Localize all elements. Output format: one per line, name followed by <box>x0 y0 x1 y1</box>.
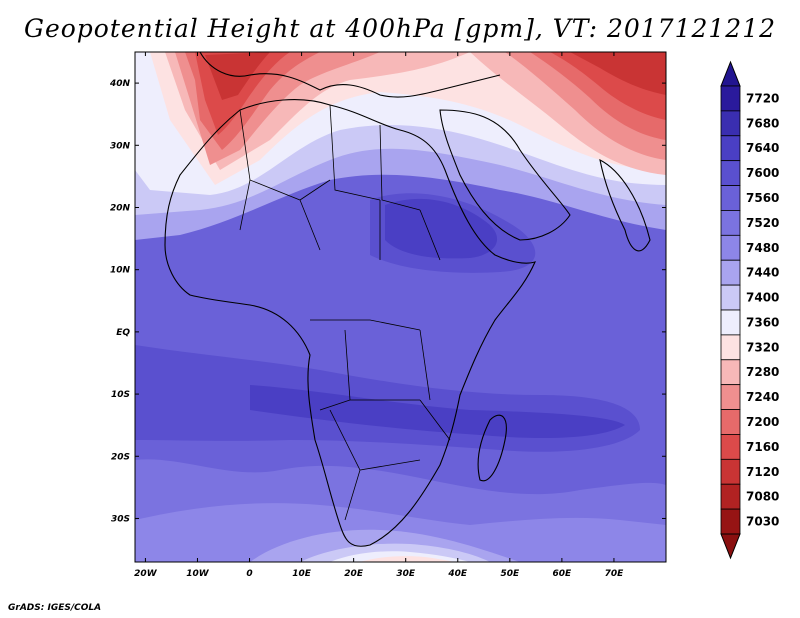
colorbar-swatch <box>720 359 741 386</box>
colorbar-bottom-arrow <box>720 533 741 560</box>
lat-label: 20S <box>111 452 130 462</box>
colorbar-label: 7440 <box>746 266 779 280</box>
colorbar-swatch <box>720 284 741 311</box>
colorbar-label: 7120 <box>746 465 779 479</box>
chart-title: Geopotential Height at 400hPa [gpm], VT:… <box>23 14 777 43</box>
colorbar: 7720 7680 7640 7600 7560 7520 7480 7440 7400 7360… <box>720 60 779 560</box>
colorbar-swatch <box>720 309 741 336</box>
height-field <box>135 52 666 562</box>
colorbar-label: 7080 <box>746 490 779 504</box>
colorbar-swatch <box>720 135 741 162</box>
colorbar-swatch <box>720 508 741 535</box>
borders-north <box>239 104 441 261</box>
latitude-axis: 40N 30N 20N 10N EQ 10S 20S 30S <box>109 79 666 524</box>
band-7640-north <box>385 198 498 259</box>
lon-label: 10W <box>186 569 210 579</box>
madagascar-coastline <box>477 414 507 482</box>
colorbar-label: 7160 <box>746 440 779 454</box>
colorbar-swatch <box>720 185 741 211</box>
band-7120-east <box>570 52 666 95</box>
colorbar-top-arrow <box>720 60 741 87</box>
lon-label: 20E <box>344 569 364 579</box>
lat-label: 10S <box>111 390 130 400</box>
lon-label: 10E <box>292 569 312 579</box>
colorbar-label: 7400 <box>746 291 779 305</box>
band-7640-south <box>250 385 625 438</box>
lat-label: 40N <box>109 79 131 89</box>
colorbar-swatch <box>720 160 741 186</box>
lon-label: 70E <box>605 569 625 579</box>
colorbar-swatch <box>720 434 741 460</box>
band-7320-south <box>360 556 455 562</box>
colorbar-label: 7720 <box>746 91 779 105</box>
colorbar-label: 7600 <box>746 166 779 180</box>
lon-label: 50E <box>500 569 520 579</box>
colorbar-swatch <box>720 110 741 137</box>
lon-label: 40E <box>447 569 468 579</box>
colorbar-label: 7680 <box>746 116 779 130</box>
colorbar-label: 7280 <box>746 365 779 379</box>
colorbar-swatch <box>720 334 741 361</box>
arabia-coastline <box>439 109 571 241</box>
lat-label: EQ <box>116 328 130 338</box>
colorbar-label: 7200 <box>746 415 779 429</box>
colorbar-swatch <box>720 234 741 261</box>
africa-coastline <box>164 99 536 547</box>
colorbar-swatch <box>720 85 741 112</box>
colorbar-label: 7320 <box>746 340 779 354</box>
colorbar-label: 7520 <box>746 216 779 230</box>
colorbar-swatch <box>720 210 741 236</box>
lat-label: 10N <box>110 266 131 276</box>
lon-label: 0 <box>246 569 252 579</box>
grads-credit: GrADS: IGES/COLA <box>8 603 102 613</box>
colorbar-swatch <box>720 384 741 410</box>
lon-label: 60E <box>553 569 573 579</box>
colorbar-swatch <box>720 409 741 435</box>
colorbar-label: 7360 <box>746 315 779 329</box>
colorbar-swatch <box>720 483 741 510</box>
coastlines <box>164 52 651 547</box>
colorbar-swatch <box>720 259 741 286</box>
colorbar-label: 7640 <box>746 141 779 155</box>
europe-coastline <box>199 52 501 98</box>
colorbar-label: 7560 <box>746 191 779 205</box>
map-frame <box>134 51 667 563</box>
colorbar-label: 7480 <box>746 241 779 255</box>
borders-south <box>310 319 451 521</box>
india-coastline <box>599 159 651 252</box>
longitude-axis: 20W 10W 0 10E 20E 30E 40E 50E 60E 70E <box>134 52 624 579</box>
lat-label: 20N <box>110 203 131 213</box>
lon-label: 30E <box>396 569 416 579</box>
lon-label: 20W <box>134 569 158 579</box>
lat-label: 30S <box>111 514 130 524</box>
colorbar-swatch <box>720 458 741 485</box>
lat-label: 30N <box>110 141 131 151</box>
colorbar-label: 7030 <box>746 515 779 529</box>
colorbar-label: 7240 <box>746 390 779 404</box>
